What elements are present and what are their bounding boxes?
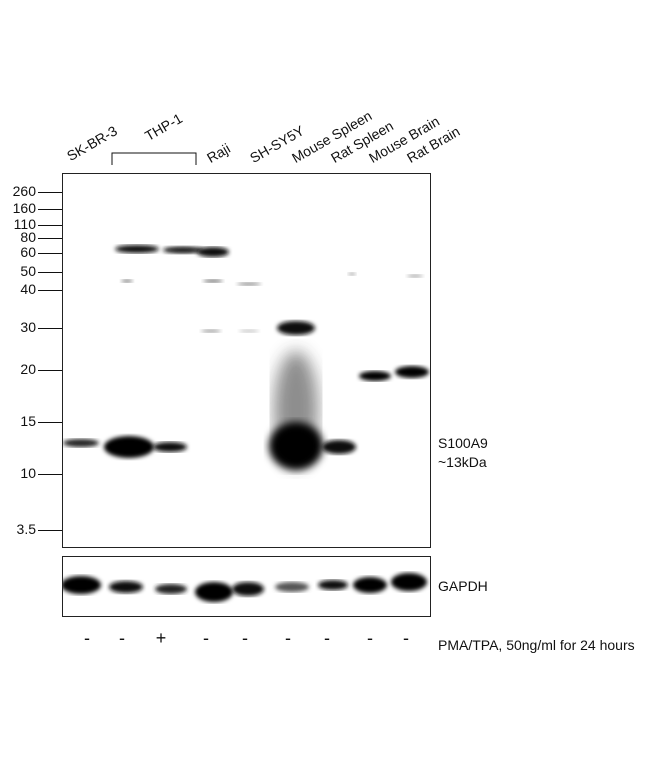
band-rat-brain-19kda (395, 366, 429, 378)
gapdh-band (109, 581, 143, 593)
treatment-sign: - (367, 628, 373, 648)
band-thp1-70kda (115, 245, 159, 253)
treatment-sign: - (285, 628, 291, 648)
band-faint-45kda (237, 282, 261, 286)
band-faint-45kda (203, 279, 223, 283)
band-faint-45kda (121, 279, 133, 283)
mw-tick (38, 290, 62, 291)
mw-tick (38, 370, 62, 371)
mw-marker-30: 30 (20, 319, 36, 335)
mw-tick (38, 209, 62, 210)
gapdh-band (318, 580, 348, 590)
band-mouse-brain-19kda (359, 371, 391, 381)
treatment-sign: - (119, 628, 125, 648)
mw-marker-20: 20 (20, 361, 36, 377)
target-label-kda: ~13kDa (438, 454, 487, 470)
treatment-sign: - (242, 628, 248, 648)
gapdh-band (63, 576, 101, 594)
mw-marker-60: 60 (20, 244, 36, 260)
mw-tick (38, 422, 62, 423)
lane-label-raji: Raji (204, 140, 233, 166)
treatment-sign: - (203, 628, 209, 648)
mw-tick (38, 474, 62, 475)
band-thp1-pma-70kda (163, 246, 203, 254)
treatment-sign: - (403, 628, 409, 648)
mw-tick (38, 328, 62, 329)
mw-tick (38, 530, 62, 531)
gapdh-band (195, 582, 233, 602)
mw-marker-160: 160 (12, 200, 36, 216)
main-blot-panel (62, 173, 431, 548)
gapdh-band (275, 582, 309, 592)
mw-marker-3-5: 3.5 (16, 521, 36, 537)
band-thp1-pma-13kda (153, 442, 187, 452)
band-mouse-spleen-13kda (269, 422, 323, 470)
mw-marker-15: 15 (20, 413, 36, 429)
gapdh-band (155, 584, 187, 594)
mw-marker-10: 10 (20, 465, 36, 481)
band-mouse-spleen-30kda (277, 321, 315, 335)
treatment-sign: + (155, 628, 167, 648)
gapdh-band (391, 573, 427, 591)
gapdh-band (232, 582, 264, 596)
target-label-s100a9: S100A9 (438, 435, 488, 451)
band-faint-29kda (239, 329, 259, 333)
band-rat-spleen-13kda (322, 440, 356, 454)
band-faint-45kda (407, 274, 423, 278)
mw-marker-40: 40 (20, 281, 36, 297)
treatment-note: PMA/TPA, 50ng/ml for 24 hours (438, 637, 635, 653)
lane-label-thp-1: THP-1 (142, 109, 186, 144)
band-faint-29kda (201, 329, 221, 333)
mw-tick (38, 272, 62, 273)
mw-tick (38, 253, 62, 254)
band-faint-45kda (348, 272, 356, 276)
mw-marker-260: 260 (12, 183, 36, 199)
gapdh-band (353, 577, 387, 593)
treatment-sign: - (324, 628, 330, 648)
gapdh-blot-panel (62, 556, 431, 617)
mw-marker-80: 80 (20, 229, 36, 245)
lane-label-sk-br-3: SK-BR-3 (64, 122, 120, 164)
mw-tick (38, 225, 62, 226)
mw-marker-50: 50 (20, 263, 36, 279)
band-thp1-13kda (104, 436, 154, 458)
mw-tick (38, 192, 62, 193)
mw-tick (38, 238, 62, 239)
band-raji-70kda (197, 247, 229, 257)
loading-control-label: GAPDH (438, 578, 488, 594)
mw-marker-110: 110 (13, 216, 36, 232)
treatment-sign: - (84, 628, 90, 648)
band-skbr3-13kda (63, 439, 99, 447)
